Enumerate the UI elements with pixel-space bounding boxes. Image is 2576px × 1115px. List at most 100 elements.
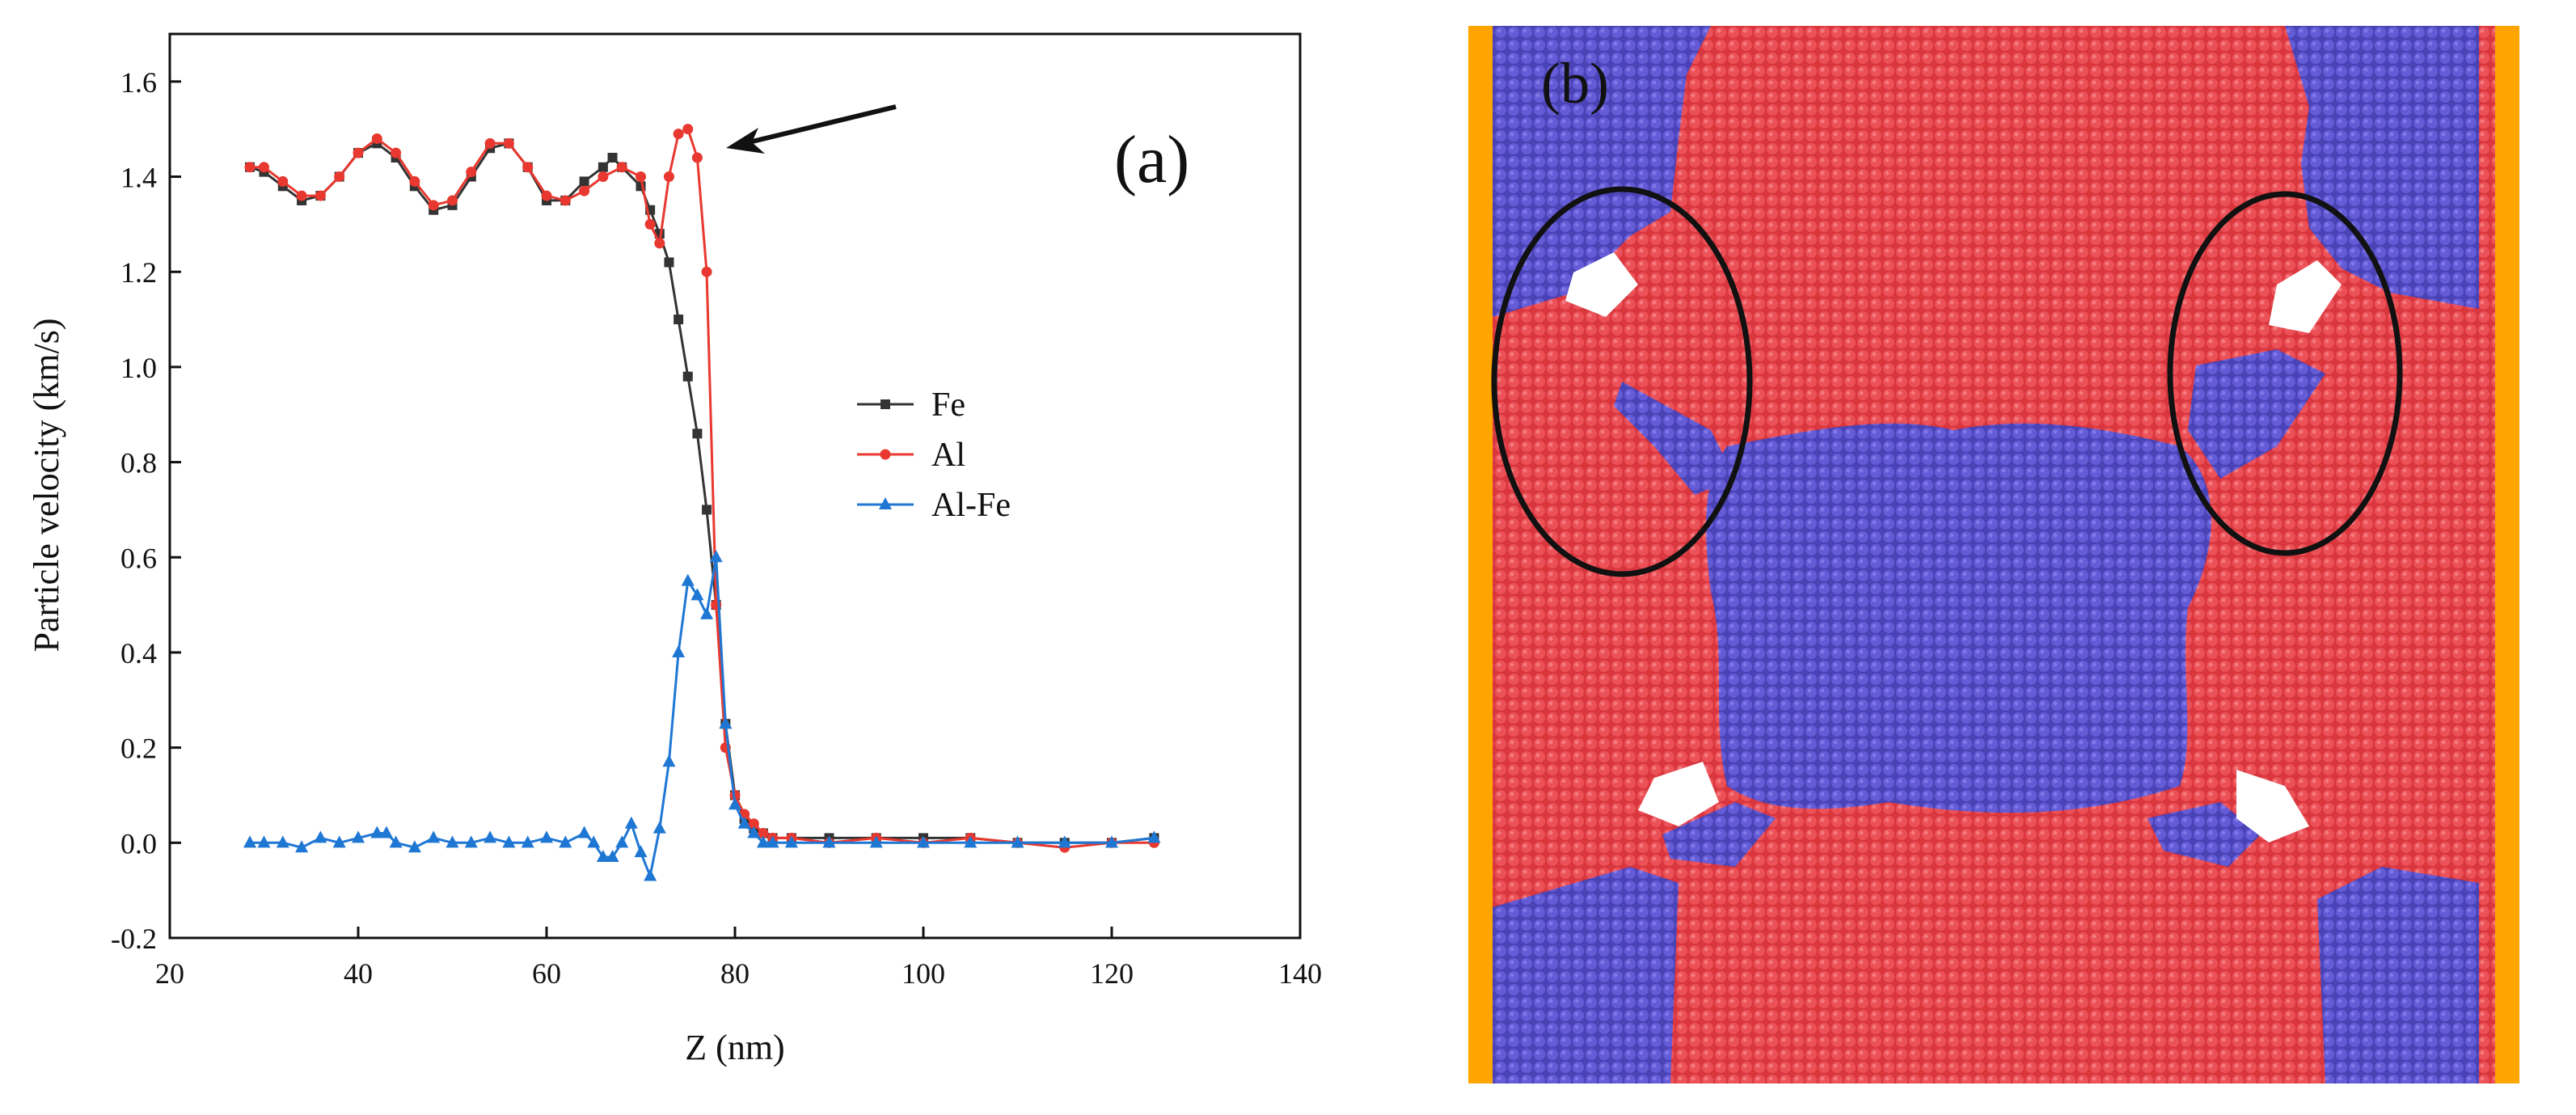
data-point-al-fe <box>672 644 686 657</box>
data-point-al <box>315 190 326 201</box>
data-point-fe <box>702 505 712 515</box>
legend-label-al: Al <box>931 437 965 474</box>
legend-marker-al <box>880 449 891 460</box>
data-point-al-fe <box>389 835 403 848</box>
data-point-al <box>371 133 382 144</box>
legend: Fe Al Al-Fe <box>857 386 1011 524</box>
data-point-fe <box>682 371 693 382</box>
data-point-al <box>353 147 364 158</box>
panel-a-tag: (a) <box>1114 122 1189 197</box>
x-tick-label: 60 <box>532 957 561 990</box>
left-boundary-bar <box>1468 26 1493 1083</box>
data-point-al-fe <box>540 830 553 843</box>
y-tick-label: 0.8 <box>120 447 157 479</box>
data-point-al-fe <box>332 835 346 848</box>
data-point-fe <box>598 162 608 172</box>
y-tick-label: 0.4 <box>120 637 157 669</box>
data-point-fe <box>674 315 684 325</box>
panel-b-tag: (b) <box>1541 51 1609 116</box>
legend-label-al-fe: Al-Fe <box>931 487 1011 524</box>
data-point-al-fe <box>408 840 421 853</box>
data-point-al <box>654 238 665 249</box>
data-point-al-fe <box>484 830 497 843</box>
data-point-al <box>663 171 674 183</box>
data-point-al-fe <box>700 606 714 619</box>
data-point-al-fe <box>587 835 601 848</box>
data-point-al-fe <box>1147 830 1161 843</box>
data-point-al <box>334 171 345 183</box>
data-point-al <box>673 129 684 140</box>
x-tick-label: 20 <box>155 957 184 990</box>
data-point-al-fe <box>964 835 978 848</box>
data-point-al-fe <box>596 849 610 862</box>
data-point-al <box>616 162 627 173</box>
series-group <box>243 124 1161 881</box>
data-point-al-fe <box>352 830 365 843</box>
series-al-fe <box>243 550 1161 881</box>
y-tick-label: -0.2 <box>111 923 157 955</box>
y-tick-label: 0.2 <box>120 733 157 765</box>
data-point-al-fe <box>690 588 704 601</box>
data-point-al <box>748 818 759 830</box>
data-point-al <box>560 195 571 206</box>
data-point-al <box>259 162 269 173</box>
data-point-al-fe <box>719 716 733 729</box>
y-tick-label: 1.0 <box>120 352 157 384</box>
x-axis-title: Z (nm) <box>685 1028 784 1067</box>
x-tick-label: 140 <box>1278 957 1322 990</box>
data-point-fe <box>664 257 674 268</box>
series-fe <box>245 138 1159 848</box>
data-point-al-fe <box>295 840 309 853</box>
series-line-fe <box>249 141 1155 844</box>
data-point-al <box>758 828 769 839</box>
data-point-al-fe <box>917 835 930 848</box>
data-point-al-fe <box>502 835 516 848</box>
data-point-al <box>598 171 609 183</box>
data-point-al-fe <box>379 826 393 838</box>
data-point-al-fe <box>1058 835 1071 848</box>
y-tick-label: 0.6 <box>120 542 157 574</box>
y-axis-title: Particle velocity (km/s) <box>27 319 66 653</box>
peak-arrow-icon <box>726 104 897 154</box>
data-point-al <box>466 167 477 178</box>
data-point-al-fe <box>615 835 629 848</box>
data-point-al <box>701 266 712 277</box>
data-point-al <box>503 137 514 149</box>
data-point-al-fe <box>634 845 648 858</box>
data-point-al <box>579 185 590 196</box>
data-point-al-fe <box>257 835 271 848</box>
data-point-al-fe <box>747 826 761 838</box>
series-line-al <box>250 127 1155 849</box>
data-point-al <box>644 218 656 230</box>
data-point-al-fe <box>521 835 534 848</box>
data-point-al-fe <box>766 835 779 848</box>
x-tick-label: 40 <box>344 957 373 990</box>
y-tick-label: 1.4 <box>120 162 157 194</box>
axis-ticks: 20 40 60 80 100 120 140 -0.2 0.0 0.2 0.4 0.6 0.8 1.0 1… <box>111 66 1322 990</box>
data-point-al-fe <box>709 550 723 563</box>
data-point-al-fe <box>652 821 666 834</box>
data-point-al-fe <box>784 835 798 848</box>
x-tick-label: 120 <box>1090 957 1134 990</box>
data-point-al-fe <box>606 849 619 862</box>
data-point-al <box>296 190 307 201</box>
data-point-al <box>277 175 289 187</box>
series-al <box>244 124 1159 853</box>
data-point-al-fe <box>427 830 441 843</box>
data-point-al-fe <box>314 830 327 843</box>
data-point-al <box>484 137 496 149</box>
legend-marker-al-fe <box>879 497 892 509</box>
data-point-al-fe <box>869 835 883 848</box>
data-point-al-fe <box>559 835 572 848</box>
atom-snapshot <box>1468 26 2519 1083</box>
highlight-ellipse-right <box>2167 191 2403 556</box>
data-point-al-fe <box>737 816 751 829</box>
data-point-fe <box>607 152 618 163</box>
data-point-al <box>428 200 439 211</box>
data-point-al-fe <box>728 797 741 810</box>
blue-phase-regions <box>1493 26 2479 1083</box>
atomistic-snapshot-panel: (b) <box>1468 26 2519 1083</box>
void-regions <box>1565 252 2342 843</box>
data-point-al <box>522 162 534 173</box>
y-tick-label: 1.6 <box>120 66 157 99</box>
